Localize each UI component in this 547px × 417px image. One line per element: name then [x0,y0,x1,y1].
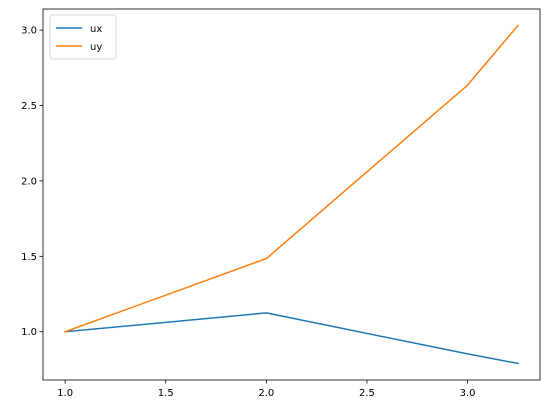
legend-box [49,14,117,60]
series-line-ux [64,312,519,365]
x-tick-label: 1.0 [57,388,73,399]
x-tick-label: 1.5 [158,388,174,399]
y-tick-label: 3.0 [21,26,37,37]
x-tick-label: 2.0 [258,388,274,399]
plot-area [42,8,541,381]
series-line-uy [64,24,519,333]
y-tick-label: 2.5 [21,101,37,112]
y-tick-label: 1.5 [21,252,37,263]
y-tick-label: 1.0 [21,327,37,338]
y-tick-label: 2.0 [21,176,37,187]
series-layer [64,24,519,365]
legend: ux uy [49,14,117,60]
legend-label-uy: uy [90,42,102,53]
legend-label-ux: ux [90,24,102,35]
x-axis: 1.0 1.5 2.0 2.5 3.0 [57,380,476,399]
x-tick-label: 3.0 [460,388,476,399]
y-axis: 1.0 1.5 2.0 2.5 3.0 [21,26,43,338]
x-tick-label: 2.5 [359,388,375,399]
plot-frame [42,8,541,381]
